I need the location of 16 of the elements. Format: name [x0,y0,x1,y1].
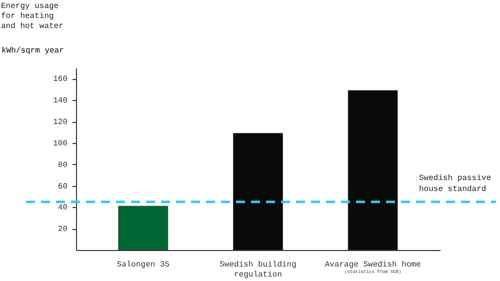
y-tick-label: 140 [53,96,68,106]
y-axis-title: kWh/sqrm year [2,46,64,56]
ref-line-label: Swedish passive house standard [419,174,492,194]
text: for heating [1,12,54,21]
y-tick-label: 100 [53,139,68,148]
y-tick-label: 20 [58,225,68,234]
x-tick-label: Swedish building regulation [220,260,297,280]
y-tick-label: 40 [58,204,68,213]
y-tick-label: 80 [58,160,68,170]
text: and hot water [1,22,64,31]
x-tick-label: Avarage Swedish home [324,260,422,270]
y-tick-label: 60 [58,182,68,192]
y-tick-label: 160 [53,75,68,84]
text: Energy usage [1,2,59,11]
y-tick-label: 120 [53,118,68,128]
x-tick-label: Salongen 35 [116,260,170,270]
